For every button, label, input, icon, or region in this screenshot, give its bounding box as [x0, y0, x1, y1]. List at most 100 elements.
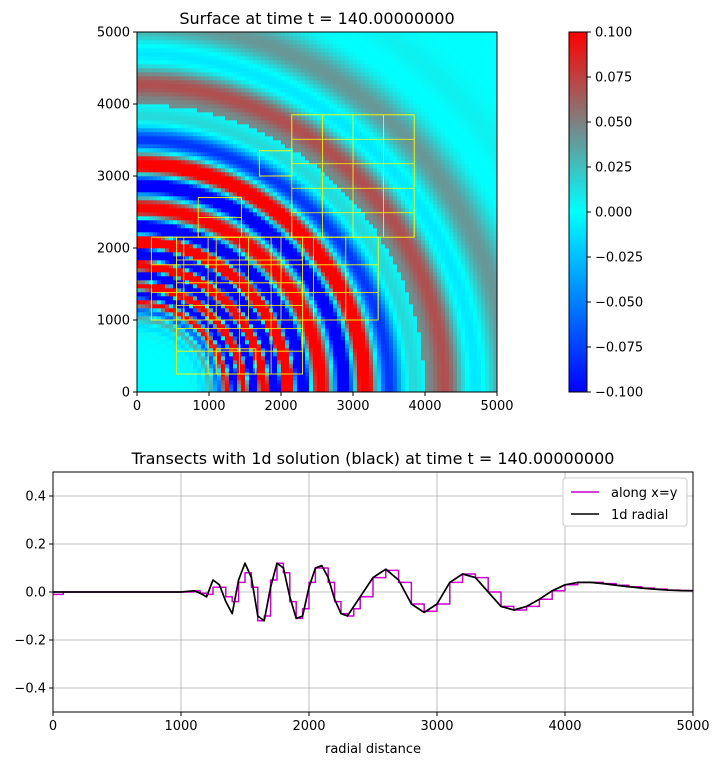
heatmap-cell — [137, 80, 142, 85]
heatmap-cell — [137, 196, 142, 201]
heatmap-cell — [345, 188, 350, 193]
heatmap-cell — [245, 68, 250, 73]
heatmap-cell — [225, 80, 230, 85]
heatmap-cell — [209, 352, 214, 357]
heatmap-cell — [329, 160, 334, 165]
heatmap-cell — [185, 172, 190, 177]
heatmap-cell — [213, 244, 218, 249]
heatmap-cell — [317, 376, 322, 381]
heatmap-cell — [305, 104, 310, 109]
heatmap-cell — [357, 296, 362, 301]
heatmap-cell — [173, 316, 178, 321]
heatmap-cell — [261, 88, 266, 93]
heatmap-cell — [301, 312, 306, 317]
heatmap-cell — [233, 84, 238, 89]
heatmap-cell — [305, 192, 310, 197]
heatmap-cell — [273, 164, 278, 169]
heatmap-cell — [265, 116, 270, 121]
heatmap-cell — [141, 188, 146, 193]
heatmap-cell — [229, 380, 234, 385]
heatmap-cell — [217, 220, 222, 225]
heatmap-cell — [229, 384, 234, 389]
heatmap-cell — [289, 332, 294, 337]
heatmap-cell — [349, 224, 354, 229]
heatmap-cell — [145, 160, 150, 165]
heatmap-cell — [185, 312, 190, 317]
heatmap-cell — [153, 256, 158, 261]
heatmap-cell — [185, 280, 190, 285]
heatmap-cell — [225, 252, 230, 257]
heatmap-cell — [273, 272, 278, 277]
heatmap-cell — [301, 132, 306, 137]
heatmap-cell — [257, 232, 262, 237]
heatmap-cell — [153, 104, 158, 109]
heatmap-cell — [337, 124, 342, 129]
heatmap-cell — [313, 80, 318, 85]
heatmap-cell — [249, 368, 254, 373]
heatmap-cell — [265, 132, 270, 137]
heatmap-cell — [221, 32, 226, 37]
heatmap-cell — [233, 64, 238, 69]
heatmap-cell — [205, 308, 210, 313]
heatmap-cell — [193, 148, 198, 153]
heatmap-cell — [213, 272, 218, 277]
heatmap-cell — [329, 220, 334, 225]
heatmap-cell — [241, 40, 246, 45]
heatmap-cell — [261, 220, 266, 225]
heatmap-cell — [233, 144, 238, 149]
heatmap-cell — [193, 380, 198, 385]
heatmap-cell — [337, 164, 342, 169]
heatmap-cell — [145, 324, 150, 329]
heatmap-cell — [305, 176, 310, 181]
heatmap-cell — [261, 336, 266, 341]
heatmap-cell — [229, 344, 234, 349]
heatmap-cell — [289, 84, 294, 89]
heatmap-cell — [213, 140, 218, 145]
heatmap-cell — [213, 136, 218, 141]
heatmap-cell — [325, 196, 330, 201]
heatmap-cell — [181, 184, 186, 189]
heatmap-cell — [257, 284, 262, 289]
heatmap-cell — [257, 256, 262, 261]
heatmap-cell — [249, 240, 254, 245]
heatmap-cell — [149, 124, 154, 129]
heatmap-cell — [345, 204, 350, 209]
heatmap-cell — [201, 144, 206, 149]
heatmap-cell — [197, 368, 202, 373]
heatmap-cell — [205, 340, 210, 345]
heatmap-cell — [185, 160, 190, 165]
heatmap-cell — [137, 188, 142, 193]
heatmap-cell — [289, 368, 294, 373]
heatmap-cell — [309, 192, 314, 197]
heatmap-cell — [213, 52, 218, 57]
heatmap-cell — [277, 384, 282, 389]
heatmap-cell — [345, 100, 350, 105]
heatmap-cell — [161, 120, 166, 125]
heatmap-cell — [181, 256, 186, 261]
heatmap-cell — [165, 204, 170, 209]
heatmap-cell — [241, 168, 246, 173]
heatmap-cell — [141, 364, 146, 369]
heatmap-cell — [221, 236, 226, 241]
heatmap-cell — [241, 240, 246, 245]
heatmap-cell — [177, 96, 182, 101]
heatmap-cell — [317, 368, 322, 373]
heatmap-cell — [321, 172, 326, 177]
heatmap-cell — [209, 176, 214, 181]
heatmap-cell — [173, 168, 178, 173]
heatmap-cell — [337, 292, 342, 297]
heatmap-cell — [353, 268, 358, 273]
heatmap-cell — [149, 220, 154, 225]
heatmap-cell — [325, 36, 330, 41]
heatmap-cell — [157, 288, 162, 293]
heatmap-cell — [313, 204, 318, 209]
heatmap-cell — [325, 168, 330, 173]
heatmap-cell — [197, 92, 202, 97]
heatmap-cell — [161, 228, 166, 233]
heatmap-cell — [173, 52, 178, 57]
heatmap-cell — [177, 336, 182, 341]
heatmap-cell — [189, 100, 194, 105]
heatmap-cell — [193, 124, 198, 129]
heatmap-cell — [233, 128, 238, 133]
heatmap-cell — [157, 208, 162, 213]
